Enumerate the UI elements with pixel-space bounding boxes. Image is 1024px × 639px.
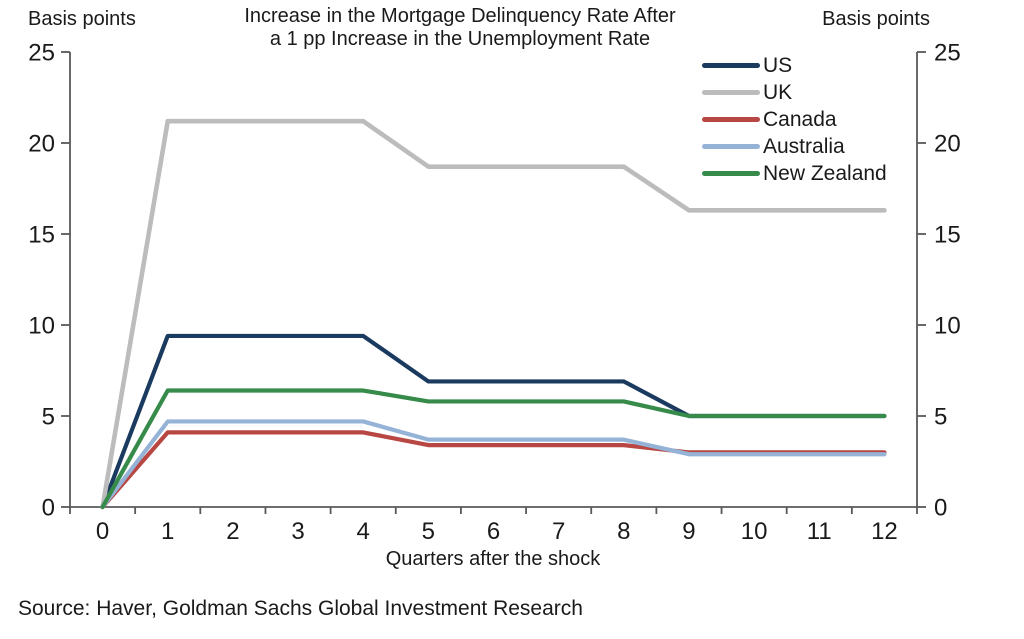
chart-title-line2: a 1 pp Increase in the Unemployment Rate <box>269 28 651 50</box>
legend-swatch-canada <box>702 117 760 122</box>
x-tick-label: 2 <box>226 518 239 545</box>
legend-swatch-uk <box>702 90 760 95</box>
x-axis-title: Quarters after the shock <box>385 548 601 570</box>
right-y-tick-label: 5 <box>934 404 947 431</box>
x-tick-label: 6 <box>487 518 500 545</box>
left-y-tick-label: 10 <box>28 313 55 340</box>
left-y-tick-label: 20 <box>28 131 55 158</box>
legend-label-uk: UK <box>763 80 793 104</box>
series-line-new-zealand <box>100 388 887 510</box>
x-tick-label: 8 <box>617 518 630 545</box>
series-line-australia <box>100 419 887 510</box>
x-tick-label: 1 <box>161 518 174 545</box>
series-line-uk <box>100 118 887 510</box>
legend-label-us: US <box>763 53 793 77</box>
series-line-canada <box>100 430 887 510</box>
right-axis-title: Basis points <box>822 8 930 30</box>
x-tick-label: 12 <box>871 518 898 545</box>
right-y-tick-label: 10 <box>934 313 961 340</box>
x-tick-label: 0 <box>96 518 109 545</box>
right-y-tick-label: 25 <box>934 40 961 67</box>
x-tick-label: 4 <box>357 518 370 545</box>
legend-item-uk: UK <box>702 79 887 106</box>
legend-swatch-us <box>702 63 760 68</box>
legend-label-australia: Australia <box>763 134 845 158</box>
left-y-tick-label: 5 <box>42 404 55 431</box>
legend-item-us: US <box>702 52 887 79</box>
source-note: Source: Haver, Goldman Sachs Global Inve… <box>18 597 583 620</box>
x-tick-label: 10 <box>741 518 768 545</box>
left-y-tick-label: 15 <box>28 222 55 249</box>
legend-item-new-zealand: New Zealand <box>702 160 887 187</box>
chart-title: Increase in the Mortgage Delinquency Rat… <box>170 5 750 51</box>
chart-title-line1: Increase in the Mortgage Delinquency Rat… <box>244 5 676 27</box>
legend-label-canada: Canada <box>763 107 837 131</box>
right-y-tick-label: 20 <box>934 131 961 158</box>
legend-swatch-australia <box>702 144 760 149</box>
legend-item-australia: Australia <box>702 133 887 160</box>
legend-label-new-zealand: New Zealand <box>763 161 887 185</box>
right-y-tick-label: 15 <box>934 222 961 249</box>
legend: US UK Canada Australia New Zealand <box>702 52 887 187</box>
x-tick-label: 9 <box>682 518 695 545</box>
legend-item-canada: Canada <box>702 106 887 133</box>
x-tick-label: 3 <box>291 518 304 545</box>
x-tick-label: 5 <box>422 518 435 545</box>
x-tick-label: 7 <box>552 518 565 545</box>
left-y-tick-label: 0 <box>42 495 55 522</box>
left-axis-title: Basis points <box>28 8 136 30</box>
right-y-tick-label: 0 <box>934 495 947 522</box>
legend-swatch-new-zealand <box>702 171 760 176</box>
left-y-tick-label: 25 <box>28 40 55 67</box>
x-tick-label: 11 <box>807 518 832 545</box>
axis-frame <box>69 52 918 508</box>
